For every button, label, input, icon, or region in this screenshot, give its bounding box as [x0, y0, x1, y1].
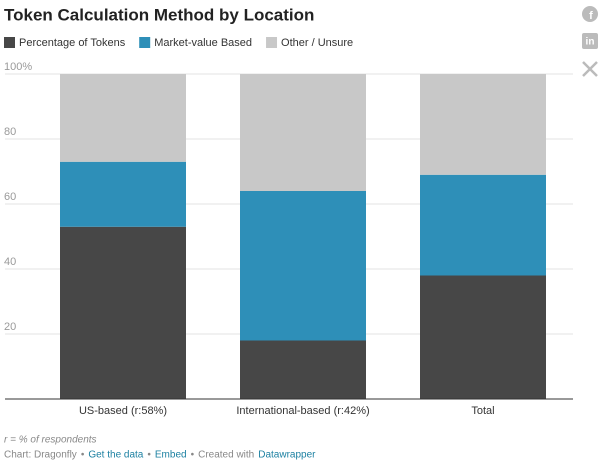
- footer-link[interactable]: Get the data: [88, 450, 143, 461]
- legend-swatch: [266, 37, 278, 48]
- y-tick-label: 60: [4, 191, 16, 203]
- x-tick-label: US-based (r:58%): [79, 405, 167, 417]
- bar-segment: [420, 74, 546, 175]
- footer-credit[interactable]: Datawrapper: [258, 450, 316, 461]
- footer-separator: •: [147, 450, 151, 460]
- bar-segment: [240, 340, 366, 399]
- legend-label: Percentage of Tokens: [19, 37, 126, 49]
- x-icon[interactable]: [582, 61, 598, 77]
- svg-text:f: f: [589, 10, 593, 22]
- x-tick-label: International-based (r:42%): [236, 405, 369, 417]
- footnote: r = % of respondents: [4, 435, 97, 446]
- bar-segment: [420, 275, 546, 399]
- legend-swatch: [139, 37, 151, 48]
- legend-label: Other / Unsure: [281, 37, 353, 49]
- bar-segment: [60, 74, 186, 162]
- footer-text: Chart: Dragonfly: [4, 450, 77, 460]
- bar-segment: [60, 161, 186, 227]
- y-tick-label: 80: [4, 126, 16, 138]
- x-tick-label: Total: [471, 405, 494, 417]
- footer-separator: •: [191, 450, 195, 460]
- bar-segment: [240, 74, 366, 191]
- y-tick-label: 100%: [4, 61, 32, 73]
- footer-separator: •: [81, 450, 85, 460]
- bar-segment: [60, 226, 186, 399]
- share-icons: f in: [582, 6, 598, 77]
- y-tick-label: 20: [4, 321, 16, 333]
- legend-label: Market-value Based: [154, 37, 252, 49]
- facebook-icon[interactable]: f: [582, 6, 598, 22]
- chart-title: Token Calculation Method by Location: [4, 5, 314, 24]
- bar-segment: [420, 174, 546, 276]
- y-tick-label: 40: [4, 256, 16, 268]
- linkedin-icon[interactable]: in: [582, 33, 598, 49]
- footer-text: Created with: [198, 450, 254, 460]
- footer-link[interactable]: Embed: [155, 450, 187, 461]
- bar-segment: [240, 191, 366, 341]
- legend-swatch: [4, 37, 15, 48]
- svg-text:in: in: [586, 37, 595, 48]
